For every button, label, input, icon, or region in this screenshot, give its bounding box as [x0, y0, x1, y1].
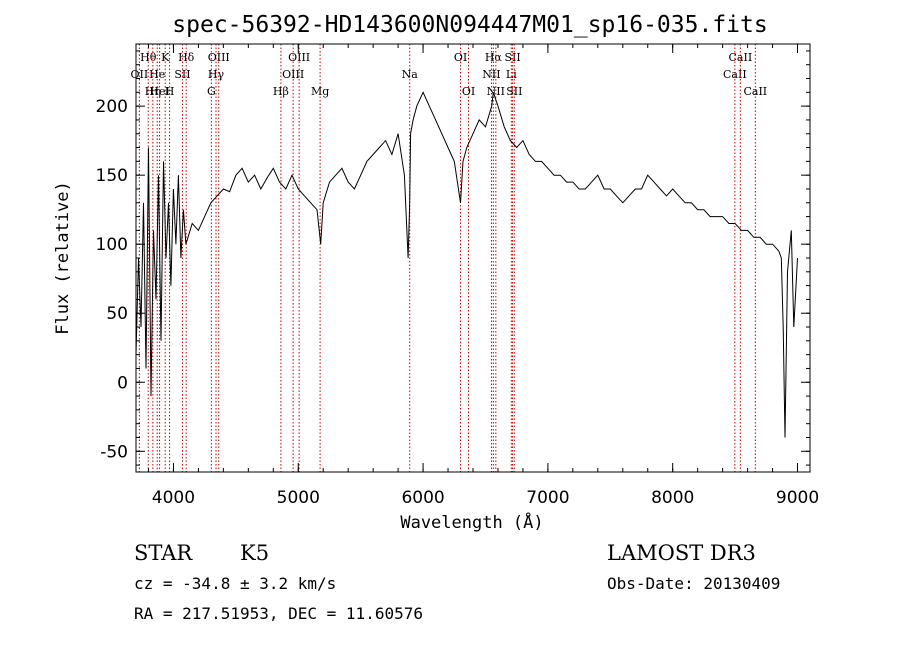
spectrum-line: [135, 91, 798, 438]
y-tick-label-0: -50: [100, 442, 128, 462]
x-tick-label-4: 8000: [651, 488, 694, 508]
line-marker-label-2: Hη: [145, 85, 161, 98]
line-marker-label-17: OI: [454, 51, 467, 64]
x-tick-label-5: 9000: [776, 488, 819, 508]
redshift-cz: cz = -34.8 ± 3.2 km/s: [134, 574, 336, 593]
line-marker-label-0: OII: [131, 68, 149, 81]
line-marker-label-26: CaII: [729, 51, 753, 64]
survey-name: LAMOST DR3: [607, 541, 756, 565]
y-tick-label-3: 100: [96, 235, 128, 255]
ra-dec-coordinates: RA = 217.51953, DEC = 11.60576: [134, 604, 423, 623]
line-marker-label-18: OI: [462, 85, 475, 98]
y-tick-label-1: 0: [117, 373, 128, 393]
line-marker-label-6: H: [165, 85, 175, 98]
line-marker-label-11: OIII: [208, 51, 230, 64]
line-marker-label-23: SII: [504, 51, 520, 64]
line-marker-label-21: NII: [487, 85, 505, 98]
x-tick-label-1: 5000: [277, 488, 320, 508]
line-marker-label-8: Hδ: [178, 51, 195, 64]
x-tick-label-3: 7000: [526, 488, 569, 508]
y-tick-label-4: 150: [96, 166, 128, 186]
object-class: STAR: [134, 541, 193, 565]
y-tick-label-2: 50: [106, 304, 128, 324]
line-markers: OII Hθ Hη He HeI K H SII Hδ G Hγ OIII Hβ OIII OIII Mg Na…: [131, 44, 767, 472]
y-axis-ticks: -50 0 50 100 150 200: [96, 50, 810, 466]
line-marker-label-4: HeI: [149, 85, 169, 98]
line-marker-label-1: Hθ: [140, 51, 157, 64]
line-marker-label-20: Hα: [485, 51, 503, 64]
y-axis-label: Flux (relative): [53, 181, 73, 335]
line-marker-label-25: CaII: [723, 68, 747, 81]
line-marker-label-19: NII: [482, 68, 500, 81]
line-marker-label-22: Li: [506, 68, 517, 81]
x-axis-ticks: 4000 5000 6000 7000 8000 9000: [147, 44, 819, 508]
plot-frame: [135, 43, 811, 473]
line-marker-label-7: SII: [174, 68, 190, 81]
line-marker-label-14: OIII: [288, 51, 310, 64]
line-marker-label-24: SII: [506, 85, 522, 98]
spectrum-series: [135, 91, 798, 438]
object-subclass: K5: [240, 541, 269, 565]
line-marker-label-9: G: [207, 85, 216, 98]
line-marker-label-12: Hβ: [273, 85, 289, 98]
line-marker-label-3: He: [149, 68, 165, 81]
line-marker-label-13: OIII: [282, 68, 304, 81]
line-marker-label-27: CaII: [743, 85, 767, 98]
line-marker-label-15: Mg: [311, 85, 329, 98]
x-tick-label-0: 4000: [152, 488, 195, 508]
y-tick-label-5: 200: [96, 97, 128, 117]
line-marker-label-5: K: [161, 51, 170, 64]
line-marker-label-10: Hγ: [208, 68, 225, 81]
x-axis-label: Wavelength (Å): [400, 511, 543, 533]
line-marker-label-16: Na: [402, 68, 419, 81]
chart-title: spec-56392-HD143600N094447M01_sp16-035.f…: [172, 12, 767, 38]
observation-date: Obs-Date: 20130409: [607, 574, 780, 593]
x-tick-label-2: 6000: [401, 488, 444, 508]
